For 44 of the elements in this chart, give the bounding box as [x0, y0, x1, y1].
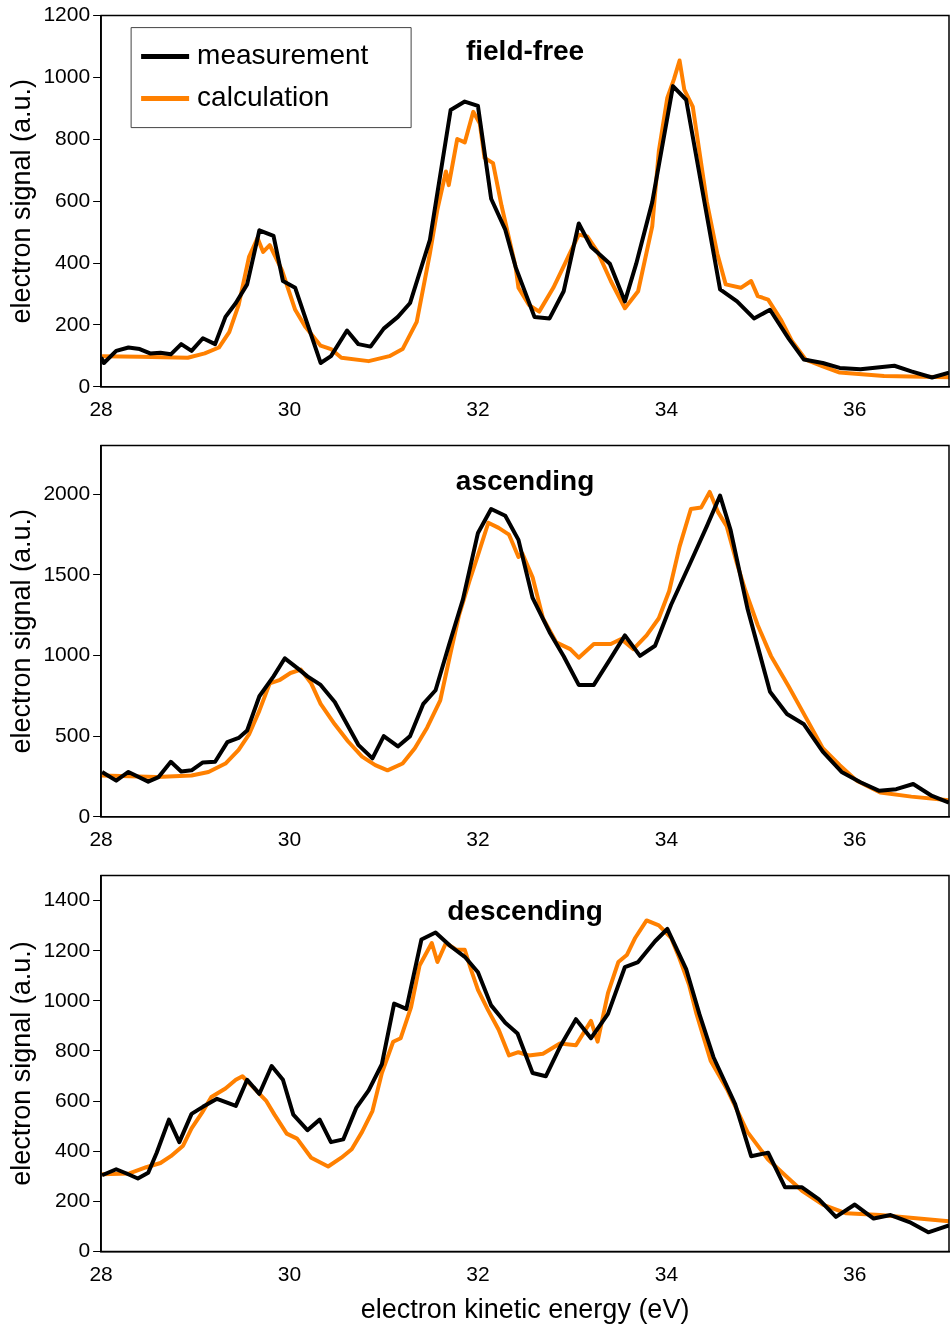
y-tick-label: 200	[55, 311, 91, 335]
y-tick-label: 0	[78, 1238, 91, 1262]
y-tick-label: 2000	[43, 480, 91, 504]
y-tick-label: 600	[55, 188, 91, 211]
y-tick-label: 200	[55, 1188, 91, 1212]
x-tick-label: 32	[466, 397, 490, 421]
x-tick-label: 36	[843, 1261, 867, 1285]
x-tick-label: 30	[277, 397, 302, 421]
x-tick-label: 28	[89, 1261, 113, 1285]
x-tick-label: 32	[466, 827, 490, 851]
x-tick-label: 30	[277, 827, 302, 851]
x-tick-label: 36	[843, 397, 867, 421]
x-tick-label: 34	[654, 827, 679, 851]
legend-label: measurement	[197, 39, 369, 71]
y-axis-title: electron signal (a.u.)	[5, 508, 36, 754]
x-tick-label: 28	[89, 397, 113, 421]
y-tick-label: 400	[55, 249, 91, 273]
y-axis-title: electron signal (a.u.)	[5, 941, 36, 1186]
y-tick-label: 1500	[43, 561, 91, 585]
y-tick-label: 600	[55, 1087, 91, 1111]
x-tick-label: 36	[843, 827, 867, 851]
x-axis-title: electron kinetic energy (eV)	[360, 1294, 690, 1325]
y-tick-label: 800	[55, 1037, 91, 1061]
y-tick-label: 0	[78, 373, 91, 397]
y-tick-label: 800	[55, 126, 91, 150]
x-tick-label: 30	[277, 1261, 302, 1285]
y-tick-label: 1200	[43, 937, 91, 961]
x-tick-label: 34	[654, 1261, 679, 1285]
x-tick-label: 34	[654, 397, 679, 421]
y-tick-label: 0	[78, 803, 91, 827]
y-tick-label: 400	[55, 1137, 91, 1161]
y-axis-title: electron signal (a.u.)	[5, 78, 36, 324]
y-tick-label: 1000	[43, 987, 91, 1011]
text: descending	[447, 895, 603, 927]
y-tick-label: 1400	[43, 887, 91, 911]
y-tick-label: 500	[55, 722, 91, 746]
x-tick-label: 28	[89, 827, 113, 851]
text: ascending	[455, 465, 595, 497]
x-tick-label: 32	[466, 1261, 490, 1285]
y-tick-label: 1000	[43, 642, 91, 666]
legend-label: calculation	[197, 81, 330, 113]
y-tick-label: 1000	[43, 64, 91, 88]
y-tick-label: 1200	[43, 2, 91, 26]
text: field-free	[465, 35, 585, 67]
